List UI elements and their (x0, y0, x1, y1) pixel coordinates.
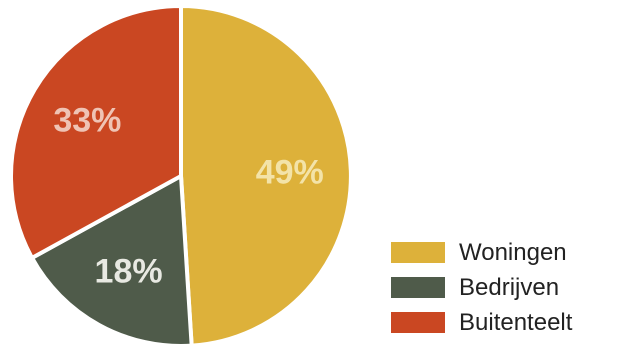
legend-item-bedrijven: Bedrijven (391, 270, 572, 305)
pie-chart: 49% 18% 33% (9, 4, 353, 345)
pie-slice-bedrijven (30, 174, 194, 345)
legend-label-buitenteelt: Buitenteelt (459, 308, 573, 336)
chart-legend: Woningen Bedrijven Buitenteelt (391, 235, 572, 340)
legend-swatch-woningen (391, 242, 445, 263)
legend-item-buitenteelt: Buitenteelt (391, 305, 572, 340)
pie-slices (9, 4, 353, 345)
pie-slice-label-woningen: 49% (256, 154, 324, 192)
legend-item-woningen: Woningen (391, 235, 572, 270)
legend-label-bedrijven: Bedrijven (459, 273, 560, 301)
pie-slice-buitenteelt (9, 4, 183, 260)
pie-slice-label-bedrijven: 18% (95, 252, 163, 290)
pie-slice-labels: 49% 18% 33% (53, 102, 323, 291)
pie-slice-label-buitenteelt: 33% (53, 102, 121, 140)
legend-swatch-buitenteelt (391, 312, 445, 333)
legend-label-woningen: Woningen (459, 238, 567, 266)
legend-swatch-bedrijven (391, 277, 445, 298)
pie-slice-woningen (179, 4, 353, 345)
